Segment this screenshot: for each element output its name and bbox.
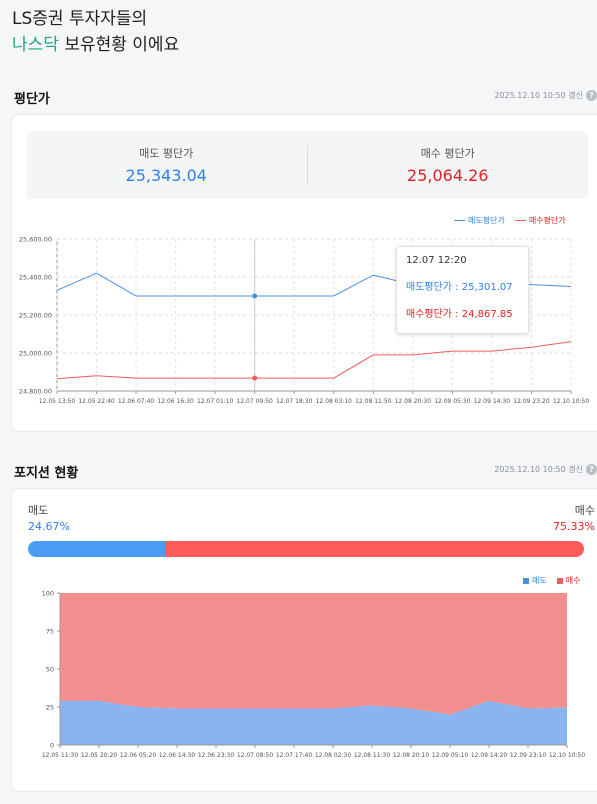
buy-avg-value: 25,064.26 xyxy=(407,166,489,185)
position-buy-group: 매수 75.33% xyxy=(553,503,595,535)
x-tick-label: 12.10 10:50 xyxy=(549,752,586,759)
avg-section-header: 평단가 2025.12.10 10:50 갱신 ? xyxy=(14,88,597,108)
legend-swatch-sell xyxy=(454,220,465,221)
legend-label-buy-avg: 매수평단가 xyxy=(528,216,566,225)
x-tick-label: 12.07 18:30 xyxy=(276,398,313,405)
summary-divider xyxy=(306,145,308,185)
x-tick-label: 12.05 13:50 xyxy=(39,398,76,405)
position-bar-sell xyxy=(28,541,166,557)
position-updated-text: 2025.12.10 10:50 갱신 xyxy=(494,465,583,474)
x-tick-label: 12.08 20:30 xyxy=(395,398,432,405)
x-tick-label: 12.06 16:30 xyxy=(157,398,194,405)
buy-avg-line xyxy=(56,341,572,380)
hero-line2: 나스닥 보유현황 이에요 xyxy=(12,32,179,58)
x-tick-label: 12.07 17:40 xyxy=(276,752,313,759)
hero-heading: LS증권 투자자들의 나스닥 보유현황 이에요 xyxy=(12,6,179,58)
tooltip-time: 12.07 12:20 xyxy=(406,255,467,266)
hero-line1: LS증권 투자자들의 xyxy=(12,9,148,29)
x-tick-label: 12.06 23:30 xyxy=(198,752,235,759)
position-buy-label: 매수 xyxy=(574,504,595,517)
position-sell-label: 매도 xyxy=(28,504,49,517)
question-circle-icon[interactable]: ? xyxy=(586,464,597,475)
x-tick-label: 12.10 10:50 xyxy=(553,398,590,405)
x-tick-label: 12.09 14:30 xyxy=(474,398,511,405)
x-tick-label: 12.09 14:20 xyxy=(471,752,508,759)
x-tick-label: 12.08 11:50 xyxy=(355,398,392,405)
legend-swatch-buy xyxy=(514,220,526,221)
x-tick-label: 12.07 09:50 xyxy=(237,398,274,405)
position-card: 매도 24.67% 매수 75.33% 매도 매수 0 25 50 75 100 12.0… xyxy=(11,488,597,792)
question-circle-icon[interactable]: ? xyxy=(586,90,597,101)
chart-tooltip: 12.07 12:20 매도평단가 : 25,301.07 매수평단가 : 24… xyxy=(396,246,529,334)
legend-box-sell xyxy=(523,577,529,584)
y-tick-label: 100 xyxy=(42,590,54,598)
legend-label-buy: 매수 xyxy=(565,576,581,585)
x-tick-label: 12.05 22:40 xyxy=(78,398,115,405)
x-tick-label: 12.08 02:30 xyxy=(315,752,352,759)
position-bar-buy xyxy=(165,541,584,557)
legend-item-buy[interactable]: 매수 xyxy=(556,575,581,586)
y-tick-label: 25 xyxy=(46,704,54,712)
legend-item-sell[interactable]: 매도 xyxy=(523,575,547,586)
y-tick-label: 0 xyxy=(50,742,54,750)
y-tick-label: 25,600.00 xyxy=(19,236,52,244)
legend-label-sell: 매도 xyxy=(532,576,547,585)
x-tick-label: 12.05 11:30 xyxy=(42,752,79,759)
y-tick-label: 24,800.00 xyxy=(19,388,52,396)
position-chart[interactable]: 0 25 50 75 100 12.05 11:30 12.05 20:20 12.06 05… xyxy=(12,587,597,767)
y-tick-label: 50 xyxy=(46,666,54,674)
position-sell-group: 매도 24.67% xyxy=(28,503,70,535)
buy-avg-label: 매수 평단가 xyxy=(420,147,475,160)
y-tick-label: 25,000.00 xyxy=(19,350,52,358)
x-tick-label: 12.08 11:30 xyxy=(354,752,391,759)
buy-avg-cell: 매수 평단가 25,064.26 xyxy=(308,145,589,185)
position-section-title: 포지션 현황 xyxy=(14,466,79,481)
tooltip-buy-value: 매수평단가 : 24,867.85 xyxy=(406,309,513,320)
x-tick-label: 12.08 20:10 xyxy=(393,752,430,759)
y-tick-label: 75 xyxy=(46,628,54,636)
x-tick-label: 12.07 01:10 xyxy=(197,398,234,405)
x-tick-label: 12.09 05:10 xyxy=(432,752,469,759)
price-chart-legend: 매도평단가 매수평단가 xyxy=(454,215,566,226)
position-updated: 2025.12.10 10:50 갱신 ? xyxy=(494,464,597,475)
x-tick-label: 12.07 08:50 xyxy=(237,752,274,759)
x-tick-label: 12.08 03:10 xyxy=(316,398,353,405)
avg-updated-text: 2025.12.10 10:50 갱신 xyxy=(494,91,583,100)
position-sell-pct: 24.67% xyxy=(28,520,70,533)
avg-updated: 2025.12.10 10:50 갱신 ? xyxy=(494,90,597,101)
y-tick-label: 25,200.00 xyxy=(19,312,52,320)
sell-avg-value: 25,343.04 xyxy=(125,166,207,185)
legend-box-buy xyxy=(556,577,563,584)
sell-avg-point xyxy=(252,293,258,299)
position-ratio-bar xyxy=(28,541,584,557)
x-tick-label: 12.06 05:20 xyxy=(120,752,157,759)
legend-item-sell-avg[interactable]: 매도평단가 xyxy=(454,215,505,226)
position-buy-pct: 75.33% xyxy=(553,520,595,533)
tooltip-sell-value: 매도평단가 : 25,301.07 xyxy=(406,282,513,293)
buy-area xyxy=(60,593,567,715)
x-tick-label: 12.09 23:10 xyxy=(510,752,547,759)
position-labels: 매도 24.67% 매수 75.33% xyxy=(28,503,595,535)
sell-avg-label: 매도 평단가 xyxy=(139,147,194,160)
sell-area xyxy=(60,700,567,745)
legend-item-buy-avg[interactable]: 매수평단가 xyxy=(514,215,566,226)
position-section-header: 포지션 현황 2025.12.10 10:50 갱신 ? xyxy=(14,462,597,482)
sell-avg-cell: 매도 평단가 25,343.04 xyxy=(26,145,307,185)
legend-label-sell-avg: 매도평단가 xyxy=(468,216,505,225)
y-tick-label: 25,400.00 xyxy=(19,274,52,282)
x-tick-label: 12.09 23:20 xyxy=(513,398,550,405)
buy-avg-point xyxy=(252,375,258,381)
x-tick-label: 12.06 07:40 xyxy=(118,398,155,405)
x-tick-label: 12.09 05:30 xyxy=(434,398,471,405)
x-tick-label: 12.05 20:20 xyxy=(81,752,118,759)
avg-section-title: 평단가 xyxy=(14,92,50,107)
hero-line2-rest: 보유현황 이에요 xyxy=(58,35,180,55)
avg-summary: 매도 평단가 25,343.04 매수 평단가 25,064.26 xyxy=(26,131,588,199)
hero-accent: 나스닥 xyxy=(12,35,59,55)
avg-price-card: 매도 평단가 25,343.04 매수 평단가 25,064.26 매도평단가 … xyxy=(11,114,597,432)
x-tick-label: 12.06 14:30 xyxy=(159,752,196,759)
position-chart-legend: 매도 매수 xyxy=(523,575,580,586)
